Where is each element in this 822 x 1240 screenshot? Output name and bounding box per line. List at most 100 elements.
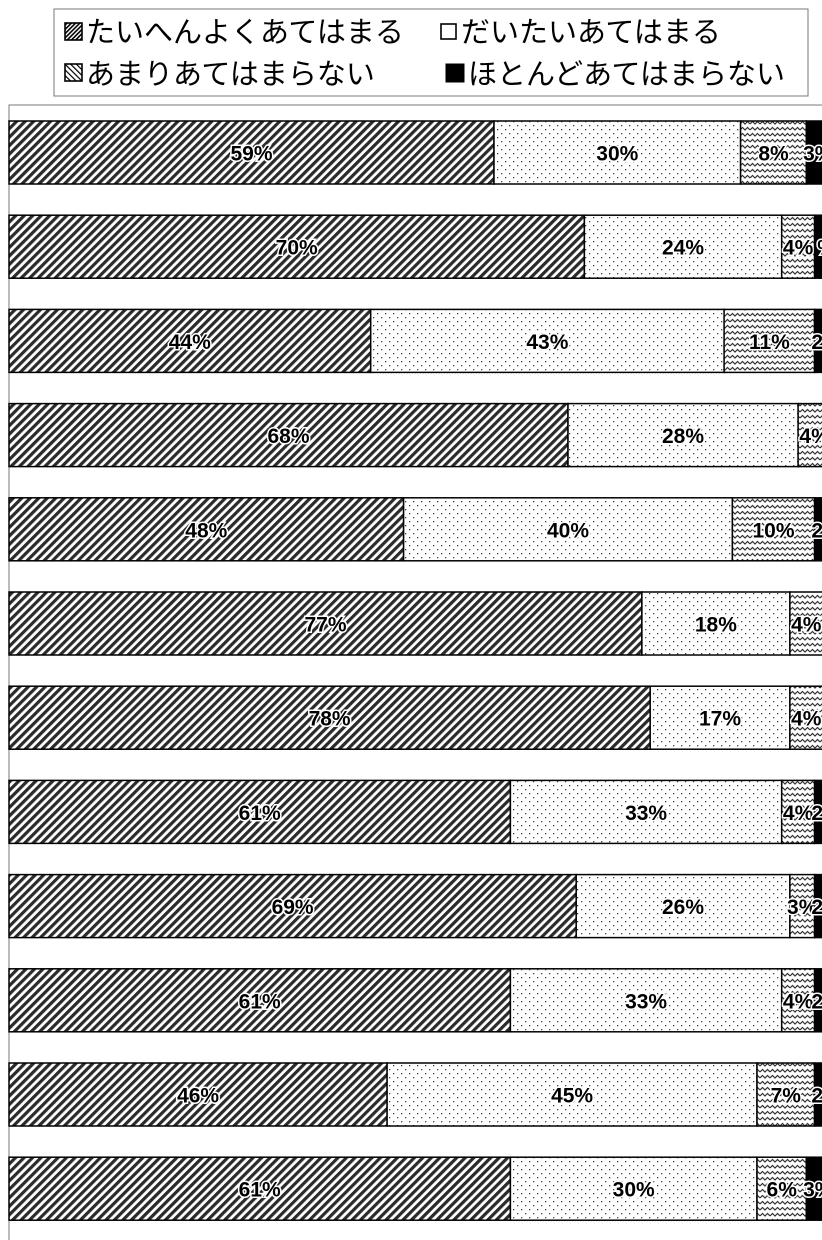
- bar-segment: [8, 308, 372, 374]
- data-label: %: [817, 237, 822, 260]
- bar-row: 61% 33% 4%2%: [8, 779, 822, 845]
- data-label: 3%: [787, 896, 818, 919]
- legend: たいへんよくあてはまる だいたいあてはまる あまりあてはまらない ほとんどあては…: [53, 8, 809, 97]
- data-label: 78%: [309, 708, 351, 731]
- data-label: 4%: [783, 237, 814, 260]
- bar-segment: [813, 968, 822, 1033]
- legend-label: ほとんどあてはまらない: [468, 57, 785, 91]
- data-label: 2%: [811, 331, 822, 354]
- legend-swatch-diagonal: [64, 22, 83, 41]
- bar-segment: [509, 779, 783, 845]
- legend-swatch-dots: [440, 23, 457, 40]
- data-label: 3%: [803, 143, 822, 166]
- bar-segment: [8, 214, 586, 279]
- data-label: 3%: [803, 1179, 822, 1202]
- data-label: 7%: [771, 1085, 802, 1108]
- bar-row: 68% 28% 4%: [8, 402, 822, 468]
- bar-segment: [8, 402, 569, 468]
- data-label: 69%: [272, 896, 314, 919]
- bar-segment: [649, 685, 791, 750]
- data-label: 61%: [239, 990, 281, 1013]
- data-label: 48%: [185, 519, 227, 542]
- data-label: 46%: [177, 1085, 219, 1108]
- data-label: 26%: [662, 896, 704, 919]
- bar-row: 46% 45% 7% 2%: [8, 1062, 822, 1127]
- legend-label: たいへんよくあてはまる: [86, 15, 404, 49]
- bar-segment: [402, 497, 734, 562]
- bar-segment: [739, 120, 808, 185]
- legend-swatch-solid: [445, 63, 465, 83]
- data-label: 4%: [783, 990, 814, 1013]
- bar-segment: [813, 214, 822, 279]
- bar-segment: [780, 214, 816, 279]
- bar-row: 70% 24% 4%%: [8, 214, 822, 279]
- data-label: 11%: [749, 331, 790, 354]
- legend-item-very-true: たいへんよくあてはまる: [64, 15, 404, 49]
- legend-swatch-waves: [64, 63, 83, 82]
- bar-row: 61% 33% 4%2%: [8, 968, 822, 1033]
- data-label: 40%: [547, 519, 589, 542]
- legend-label: あまりあてはまらない: [86, 57, 375, 91]
- bar-segment: [813, 308, 822, 374]
- bar-row: 61% 30% 6%3%: [8, 1156, 822, 1221]
- data-label: 2%: [811, 990, 822, 1013]
- bar-segment: [813, 497, 822, 562]
- data-label: 4%: [791, 614, 822, 637]
- legend-label: だいたいあてはまる: [461, 15, 721, 49]
- bar-segment: [641, 591, 791, 656]
- bar-row: 44% 43% 11% 2%: [8, 308, 822, 374]
- bar-row: 69% 26% 3%2%: [8, 873, 822, 939]
- bar-segment: [8, 685, 651, 750]
- data-label: 4%: [799, 425, 822, 448]
- bar-segment: [8, 1062, 388, 1127]
- data-label: 6%: [767, 1179, 798, 1202]
- data-label: 43%: [526, 331, 568, 354]
- data-label: 30%: [613, 1179, 655, 1202]
- bar-segment: [386, 1062, 758, 1127]
- data-label: 68%: [267, 425, 309, 448]
- data-label: 61%: [239, 802, 281, 825]
- legend-item-hardly-true: ほとんどあてはまらない: [445, 57, 785, 91]
- legend-frame: [53, 8, 809, 97]
- bar-segment: [8, 120, 495, 185]
- bar-segment: [731, 497, 816, 562]
- legend-item-not-really-true: あまりあてはまらない: [64, 57, 375, 91]
- plot-area: [8, 104, 822, 1240]
- data-label: 33%: [625, 990, 667, 1013]
- bar-segment: [805, 120, 822, 185]
- data-label: 70%: [276, 237, 318, 260]
- bar-segment: [797, 402, 822, 468]
- data-label: 24%: [662, 237, 704, 260]
- data-label: 8%: [758, 143, 789, 166]
- bar-row: 77%18%4%%: [8, 591, 822, 656]
- bar-segment: [8, 873, 577, 939]
- bar-segment: [575, 873, 791, 939]
- data-label: 59%: [230, 143, 272, 166]
- data-label: 77%: [304, 614, 346, 637]
- bar-segment: [805, 1156, 822, 1221]
- data-label: 30%: [596, 143, 638, 166]
- data-label: 4%: [783, 802, 814, 825]
- data-label: 33%: [625, 802, 667, 825]
- bar-segment: [780, 968, 816, 1033]
- data-label: 45%: [551, 1085, 593, 1108]
- bar-segment: [756, 1062, 816, 1127]
- bar-segment: [8, 779, 512, 845]
- legend-item-mostly-true: だいたいあてはまる: [440, 15, 721, 49]
- data-label: 4%: [791, 708, 822, 731]
- bar-segment: [583, 214, 783, 279]
- bar-segment: [789, 591, 822, 656]
- bar-segment: [723, 308, 816, 374]
- bar-segment: [369, 308, 725, 374]
- data-label: 18%: [695, 614, 737, 637]
- data-label: 2%: [811, 802, 822, 825]
- bar-segment: [8, 591, 643, 656]
- data-label: 61%: [239, 1179, 281, 1202]
- bar-row: 59% 30% 8% 3%: [8, 120, 822, 185]
- bar-segment: [509, 1156, 758, 1221]
- bar-row: 48% 40% 10% 2%: [8, 497, 822, 562]
- bar-segment: [8, 968, 512, 1033]
- data-label: 44%: [169, 331, 211, 354]
- data-label: 28%: [662, 425, 704, 448]
- bar-segment: [509, 968, 783, 1033]
